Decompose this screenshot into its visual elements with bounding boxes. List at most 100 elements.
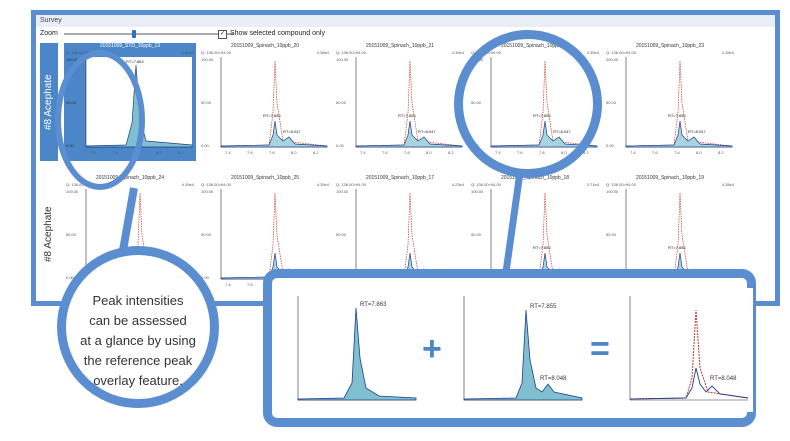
x-tick-label: 7.4 xyxy=(225,282,231,287)
panel-transition: Q: 136.00>94.00 xyxy=(606,50,636,55)
panel-sample-name: 20151009_Spinach_10ppb_19 xyxy=(635,175,705,181)
callout-text: Peak intensities can be assessed at a gl… xyxy=(66,291,210,391)
x-tick-label: 8.0 xyxy=(426,150,432,155)
inset-reference-plot: RT=7.863 xyxy=(297,296,417,401)
sample-trace xyxy=(355,120,463,148)
row-compound-label: #8 Acephate xyxy=(40,175,58,293)
x-tick-label: 7.8 xyxy=(269,150,275,155)
callout-line: overlay feature. xyxy=(93,373,183,388)
x-tick-label: 8.2 xyxy=(178,150,184,155)
x-tick-label: 7.8 xyxy=(674,150,680,155)
panel-intensity: 4.39e4 xyxy=(181,182,194,187)
plus-sign: + xyxy=(422,330,442,368)
x-tick-label: 8.0 xyxy=(291,150,297,155)
peak-rt-label: RT=7.855 xyxy=(668,113,686,118)
inset-rt-label: RT=8.048 xyxy=(710,376,737,382)
peak-rt-label: RT=7.855 xyxy=(533,245,551,250)
y-tick-label: 50.00 xyxy=(606,232,617,237)
magnifier-circle-reference xyxy=(55,50,145,190)
panel-transition: Q: 136.00>94.00 xyxy=(336,182,366,187)
y-tick-label: 50.00 xyxy=(201,232,212,237)
y-tick-label: 100.00 xyxy=(606,57,619,62)
inset-reference-chromatogram: RT=7.863 xyxy=(284,288,421,412)
overlay-explanation-inset: RT=7.863 + RT=7.855 RT=8.048 = RT=8.048 xyxy=(263,269,756,427)
panel-sample-name: 20151009_STD_10ppb_13 xyxy=(99,43,161,49)
panel-sample-name: 20151009_Spinach_10ppb_18 xyxy=(500,175,570,181)
panel-transition: Q: 136.00>94.00 xyxy=(471,182,501,187)
peak-rt-label: RT=8.047 xyxy=(418,129,436,134)
chromatogram-panel[interactable]: 20151009_Spinach_10ppb_20 Q: 136.00>94.00… xyxy=(199,43,331,161)
sample-trace xyxy=(220,120,328,148)
y-tick-label: 100.00 xyxy=(471,189,484,194)
zoom-slider[interactable] xyxy=(64,30,234,38)
x-tick-label: 7.4 xyxy=(360,150,366,155)
chromatogram-panel[interactable]: 20151009_Spinach_10ppb_23 Q: 136.00>94.00… xyxy=(604,43,736,161)
y-tick-label: 50.00 xyxy=(201,100,212,105)
chromatogram-panel[interactable]: 20151009_Spinach_10ppb_21 Q: 136.00>94.00… xyxy=(334,43,466,161)
panel-intensity: 4.35e4 xyxy=(721,182,734,187)
inset-sample-chromatogram: RT=7.855 RT=8.048 xyxy=(450,288,587,412)
inset-overlay-plot: RT=8.048 xyxy=(629,296,749,401)
y-tick-label: 0.00 xyxy=(201,143,210,148)
y-tick-label: 50.00 xyxy=(606,100,617,105)
x-tick-label: 7.6 xyxy=(652,150,658,155)
x-tick-label: 7.6 xyxy=(247,150,253,155)
x-tick-label: 7.4 xyxy=(630,150,636,155)
panel-intensity: 4.39e4 xyxy=(451,50,464,55)
callout-line: Peak intensities xyxy=(92,293,184,308)
y-tick-label: 100.00 xyxy=(66,189,79,194)
y-tick-label: 0.00 xyxy=(66,275,75,280)
peak-rt-label: RT=7.855 xyxy=(668,245,686,250)
panel-intensity: 4.36e4 xyxy=(316,50,329,55)
panel-sample-name: 20151009_Spinach_10ppb_25 xyxy=(230,175,300,181)
x-tick-label: 8.2 xyxy=(583,150,589,155)
callout-line: can be assessed xyxy=(89,313,187,328)
panel-transition: Q: 136.00>94.00 xyxy=(66,50,96,55)
show-selected-label: Show selected compound only xyxy=(230,30,325,37)
x-tick-label: 7.6 xyxy=(382,150,388,155)
y-tick-label: 50.00 xyxy=(66,232,77,237)
y-tick-label: 100.00 xyxy=(201,189,214,194)
panel-intensity: 1.86e4 xyxy=(181,50,194,55)
peak-rt-label: RT=7.855 xyxy=(263,113,281,118)
show-selected-checkbox[interactable]: ✓ xyxy=(218,30,227,39)
y-tick-label: 100.00 xyxy=(336,189,349,194)
panel-transition: Q: 136.00>94.00 xyxy=(201,182,231,187)
magnifier-circle-sample xyxy=(454,30,602,178)
panel-sample-name: 20151009_Spinach_10ppb_23 xyxy=(635,43,705,49)
panel-sample-name: 20151009_Spinach_10ppb_20 xyxy=(230,43,300,49)
zoom-slider-thumb[interactable] xyxy=(132,30,136,38)
panel-intensity: 4.35e4 xyxy=(316,182,329,187)
x-tick-label: 7.4 xyxy=(225,150,231,155)
inset-rt-label: RT=7.855 xyxy=(530,304,557,310)
panel-chromatogram-plot: 100.00 50.00 0.00 7.4 7.6 7.8 8.0 8.2 RT=7.855 RT… xyxy=(336,57,463,155)
peak-rt-label: RT=8.047 xyxy=(688,129,706,134)
panel-chromatogram-plot: 100.00 50.00 0.00 7.4 7.6 7.8 8.0 8.2 RT=7.855 RT… xyxy=(606,57,733,155)
callout-line: the reference peak xyxy=(83,353,193,368)
y-tick-label: 100.00 xyxy=(66,57,79,62)
y-tick-label: 100.00 xyxy=(201,57,214,62)
inset-rt-label: RT=8.048 xyxy=(540,376,567,382)
panel-transition: Q: 136.00>94.00 xyxy=(201,50,231,55)
sample-trace xyxy=(625,120,733,148)
x-tick-label: 8.2 xyxy=(448,150,454,155)
panel-intensity: 4.23e4 xyxy=(451,182,464,187)
inset-rt-label: RT=7.863 xyxy=(360,302,387,308)
y-tick-label: 100.00 xyxy=(336,57,349,62)
y-tick-label: 0.00 xyxy=(336,143,345,148)
y-tick-label: 100.00 xyxy=(606,189,619,194)
window-title: Survey xyxy=(36,15,775,27)
callout-line: at a glance by using xyxy=(80,333,196,348)
x-tick-label: 8.2 xyxy=(313,150,319,155)
x-tick-label: 7.8 xyxy=(404,150,410,155)
panel-transition: Q: 136.00>94.00 xyxy=(66,182,96,187)
x-tick-label: 8.0 xyxy=(696,150,702,155)
panel-sample-name: 20151009_Spinach_10ppb_21 xyxy=(365,43,435,49)
equals-sign: = xyxy=(590,330,610,368)
panel-chromatogram-plot: 100.00 50.00 0.00 7.4 7.6 7.8 8.0 8.2 RT=7.855 RT… xyxy=(201,57,328,155)
inset-overlay-chromatogram: RT=8.048 xyxy=(616,288,753,412)
y-tick-label: 0.00 xyxy=(201,275,210,280)
panel-transition: Q: 136.00>94.00 xyxy=(606,182,636,187)
y-tick-label: 50.00 xyxy=(336,232,347,237)
